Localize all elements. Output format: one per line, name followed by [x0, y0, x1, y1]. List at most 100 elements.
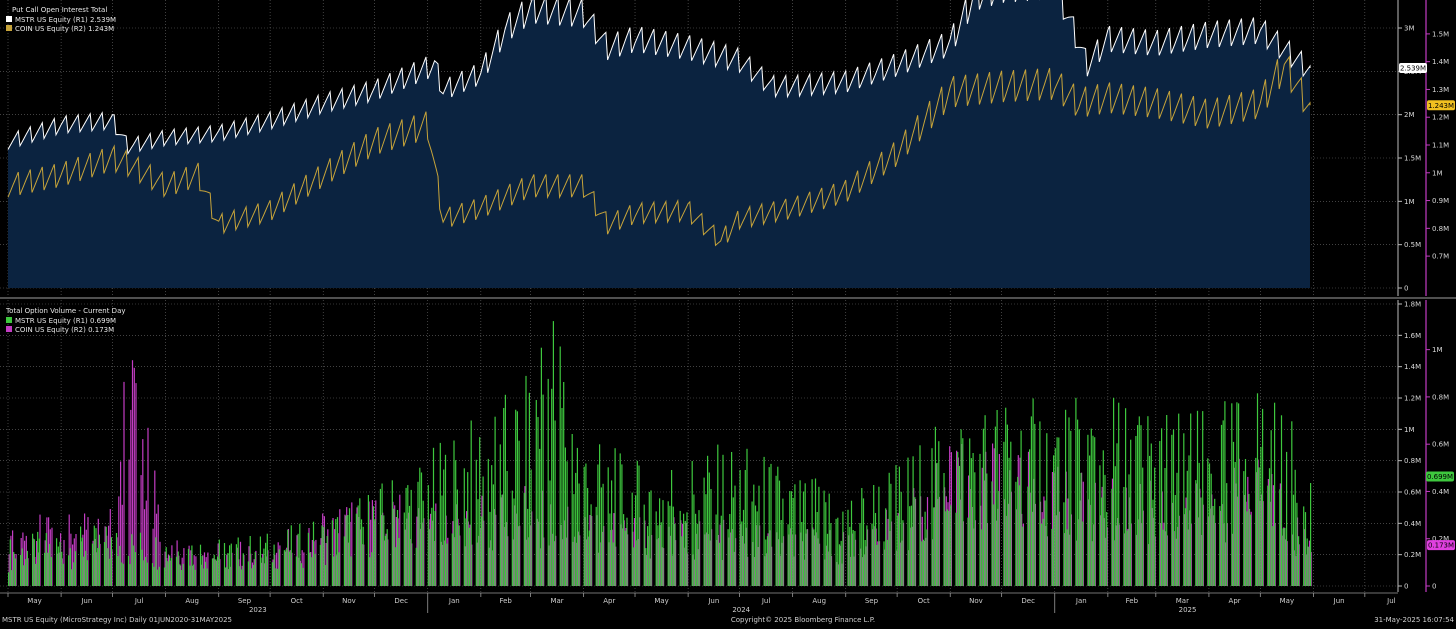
mstr-volume-bar	[415, 547, 417, 586]
mstr-volume-bar	[1101, 497, 1103, 586]
mstr-volume-bar	[792, 497, 794, 586]
mstr-volume-bar	[607, 467, 609, 586]
coin-volume-bar	[945, 496, 947, 586]
x-axis-month-label: May	[27, 597, 41, 605]
mstr-volume-bar	[323, 526, 325, 586]
mstr-volume-bar	[552, 321, 554, 586]
coin-volume-bar	[48, 517, 50, 586]
x-axis-month-label: Apr	[603, 597, 615, 605]
mstr-volume-bar	[441, 495, 443, 586]
mstr-volume-bar	[1232, 441, 1235, 586]
top-legend-coin: COIN US Equity (R2) 1.243M	[15, 25, 114, 33]
mstr-volume-bar	[873, 485, 875, 586]
coin-volume-bar	[1163, 522, 1165, 586]
coin-volume-bar	[873, 526, 875, 586]
mstr-volume-bar	[35, 563, 37, 586]
mstr-volume-bar	[671, 470, 673, 586]
mstr-volume-bar	[1104, 474, 1106, 586]
mstr-volume-bar	[434, 511, 436, 586]
mstr-volume-bar	[175, 556, 178, 586]
mstr-volume-bar	[777, 466, 779, 586]
mstr-volume-bar	[667, 501, 669, 586]
x-axis-year-label: 2025	[1179, 606, 1197, 614]
mstr-volume-bar	[643, 504, 645, 586]
mstr-volume-bar	[1244, 459, 1247, 586]
mstr-volume-bar	[864, 540, 866, 586]
mstr-volume-bar	[383, 515, 385, 586]
coin-volume-bar	[169, 560, 171, 586]
coin-volume-bar	[49, 529, 51, 586]
mstr-volume-bar	[1111, 488, 1113, 586]
mstr-volume-bar	[993, 504, 995, 586]
mstr-volume-bar	[69, 548, 71, 586]
mstr-volume-bar	[503, 408, 505, 586]
mstr-volume-bar	[902, 520, 904, 586]
coin-volume-bar	[130, 409, 132, 586]
mstr-volume-bar	[241, 569, 243, 586]
mstr-volume-bar	[177, 551, 179, 586]
x-axis-month-label: Dec	[394, 597, 408, 605]
mstr-volume-bar	[14, 558, 17, 586]
coin-volume-bar	[527, 537, 529, 586]
bottom-r1-tick-label: 1.6M	[1404, 332, 1421, 340]
mstr-volume-bar	[741, 521, 743, 586]
coin-volume-bar	[277, 542, 279, 586]
mstr-volume-bar	[309, 552, 311, 586]
coin-volume-bar	[61, 558, 63, 586]
mstr-volume-bar	[948, 510, 950, 586]
mstr-volume-bar	[103, 542, 106, 586]
mstr-volume-bar	[551, 388, 553, 586]
coin-volume-bar	[1291, 534, 1293, 586]
mstr-volume-bar	[1294, 469, 1296, 586]
mstr-volume-bar	[71, 569, 73, 586]
coin-volume-bar	[817, 538, 819, 586]
coin-volume-bar	[154, 470, 156, 586]
mstr-volume-bar	[573, 494, 575, 586]
coin-volume-bar	[63, 540, 65, 586]
mstr-volume-bar	[1046, 433, 1048, 586]
coin-volume-bar	[539, 548, 541, 586]
mstr-volume-bars	[8, 321, 1312, 586]
mstr-volume-bar	[335, 519, 337, 586]
mstr-volume-bar	[1140, 425, 1142, 586]
coin-volume-bar	[239, 541, 242, 586]
mstr-volume-bar	[1044, 500, 1046, 586]
mstr-volume-bar	[458, 525, 460, 586]
mstr-volume-bar	[837, 517, 839, 586]
mstr-volume-bar	[900, 491, 902, 586]
coin-volume-bar	[897, 513, 899, 586]
mstr-volume-bar	[1068, 417, 1070, 586]
mstr-volume-bar	[444, 454, 447, 586]
coin-volume-bar	[572, 541, 574, 586]
coin-volume-bar	[24, 540, 26, 586]
x-axis-month-label: Jul	[134, 597, 144, 605]
mstr-volume-bar	[263, 548, 265, 586]
mstr-volume-bar	[299, 523, 301, 586]
x-axis-month-label: Feb	[1126, 597, 1139, 605]
mstr-volume-bar	[847, 509, 849, 586]
coin-volume-bar	[1243, 495, 1245, 586]
mstr-volume-bar	[850, 500, 853, 586]
bottom-r2-axis: 1M 0.8M 0.6M 0.4M 0.2M 0	[1425, 300, 1449, 592]
top-r1-tick-label: 1.5M	[1404, 155, 1421, 163]
mstr-volume-bar	[223, 543, 226, 586]
bottom-last-value-tags: 0.699M 0.173M	[1426, 471, 1455, 551]
mstr-volume-bar	[828, 493, 830, 586]
mstr-volume-bar	[25, 559, 27, 586]
mstr-volume-bar	[849, 526, 851, 586]
coin-volume-bar	[656, 539, 658, 586]
coin-vol-last-tag-bg	[1427, 540, 1455, 551]
mstr-volume-bar	[1243, 471, 1245, 586]
x-axis-month-label: Aug	[812, 597, 826, 605]
coin-volume-bar	[70, 533, 72, 586]
mstr-volume-bar	[1258, 467, 1260, 586]
top-r2-axis: 1.5M 1.4M 1.3M 1.2M 1.1M 1M 0.9M 0.8M 0.7M	[1425, 0, 1449, 296]
mstr-volume-bar	[907, 457, 909, 586]
mstr-volume-bar	[275, 568, 277, 586]
mstr-volume-bar	[1015, 481, 1017, 586]
top-r2-tick-label: 1M	[1432, 169, 1443, 177]
mstr-volume-bar	[804, 483, 806, 586]
mstr-volume-bar	[68, 555, 70, 586]
mstr-volume-bar	[1003, 441, 1005, 586]
coin-volume-bar	[1231, 533, 1233, 586]
